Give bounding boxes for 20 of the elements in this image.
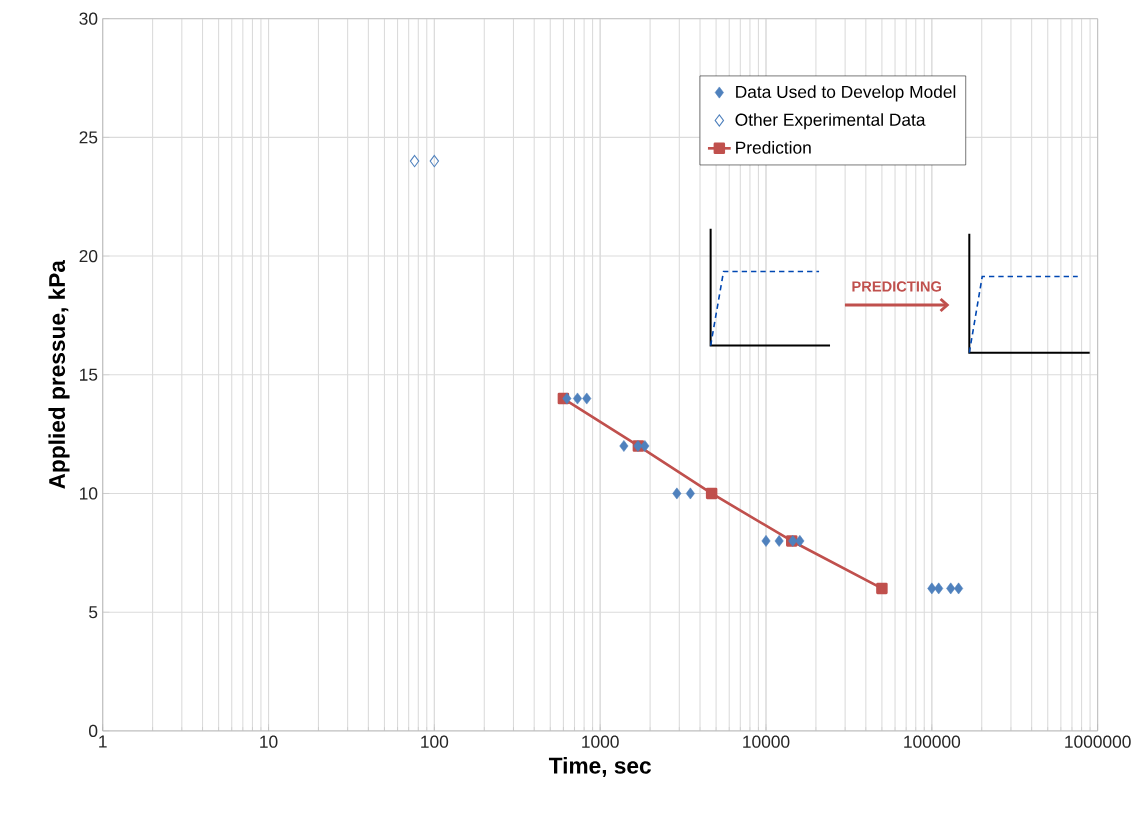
y-tick-label: 0 <box>89 724 98 738</box>
y-tick-label: 10 <box>80 487 98 500</box>
x-axis-title: Time, sec <box>548 757 651 778</box>
y-tick-label: 30 <box>79 12 98 26</box>
y-tick-label: 5 <box>89 606 98 619</box>
legend-label: Prediction <box>736 141 811 154</box>
x-tick-label: 1 <box>99 735 107 748</box>
legend-label: Data Used to Develop Model <box>736 85 956 102</box>
y-tick-label: 15 <box>80 368 98 382</box>
x-tick-label: 10 <box>260 735 278 749</box>
x-tick-label: 100 <box>421 735 449 749</box>
legend-label: Other Experimental Data <box>735 113 926 130</box>
x-tick-label: 1000000 <box>1065 735 1131 749</box>
x-tick-label: 10000 <box>743 735 790 749</box>
x-tick-label: 100000 <box>904 735 961 749</box>
x-tick-label: 1000 <box>582 735 619 749</box>
y-tick-label: 25 <box>79 131 98 144</box>
y-axis-title: Applied pressue, kPa <box>48 260 70 490</box>
annotation: PREDICTING <box>852 281 941 292</box>
y-tick-label: 20 <box>79 250 98 263</box>
